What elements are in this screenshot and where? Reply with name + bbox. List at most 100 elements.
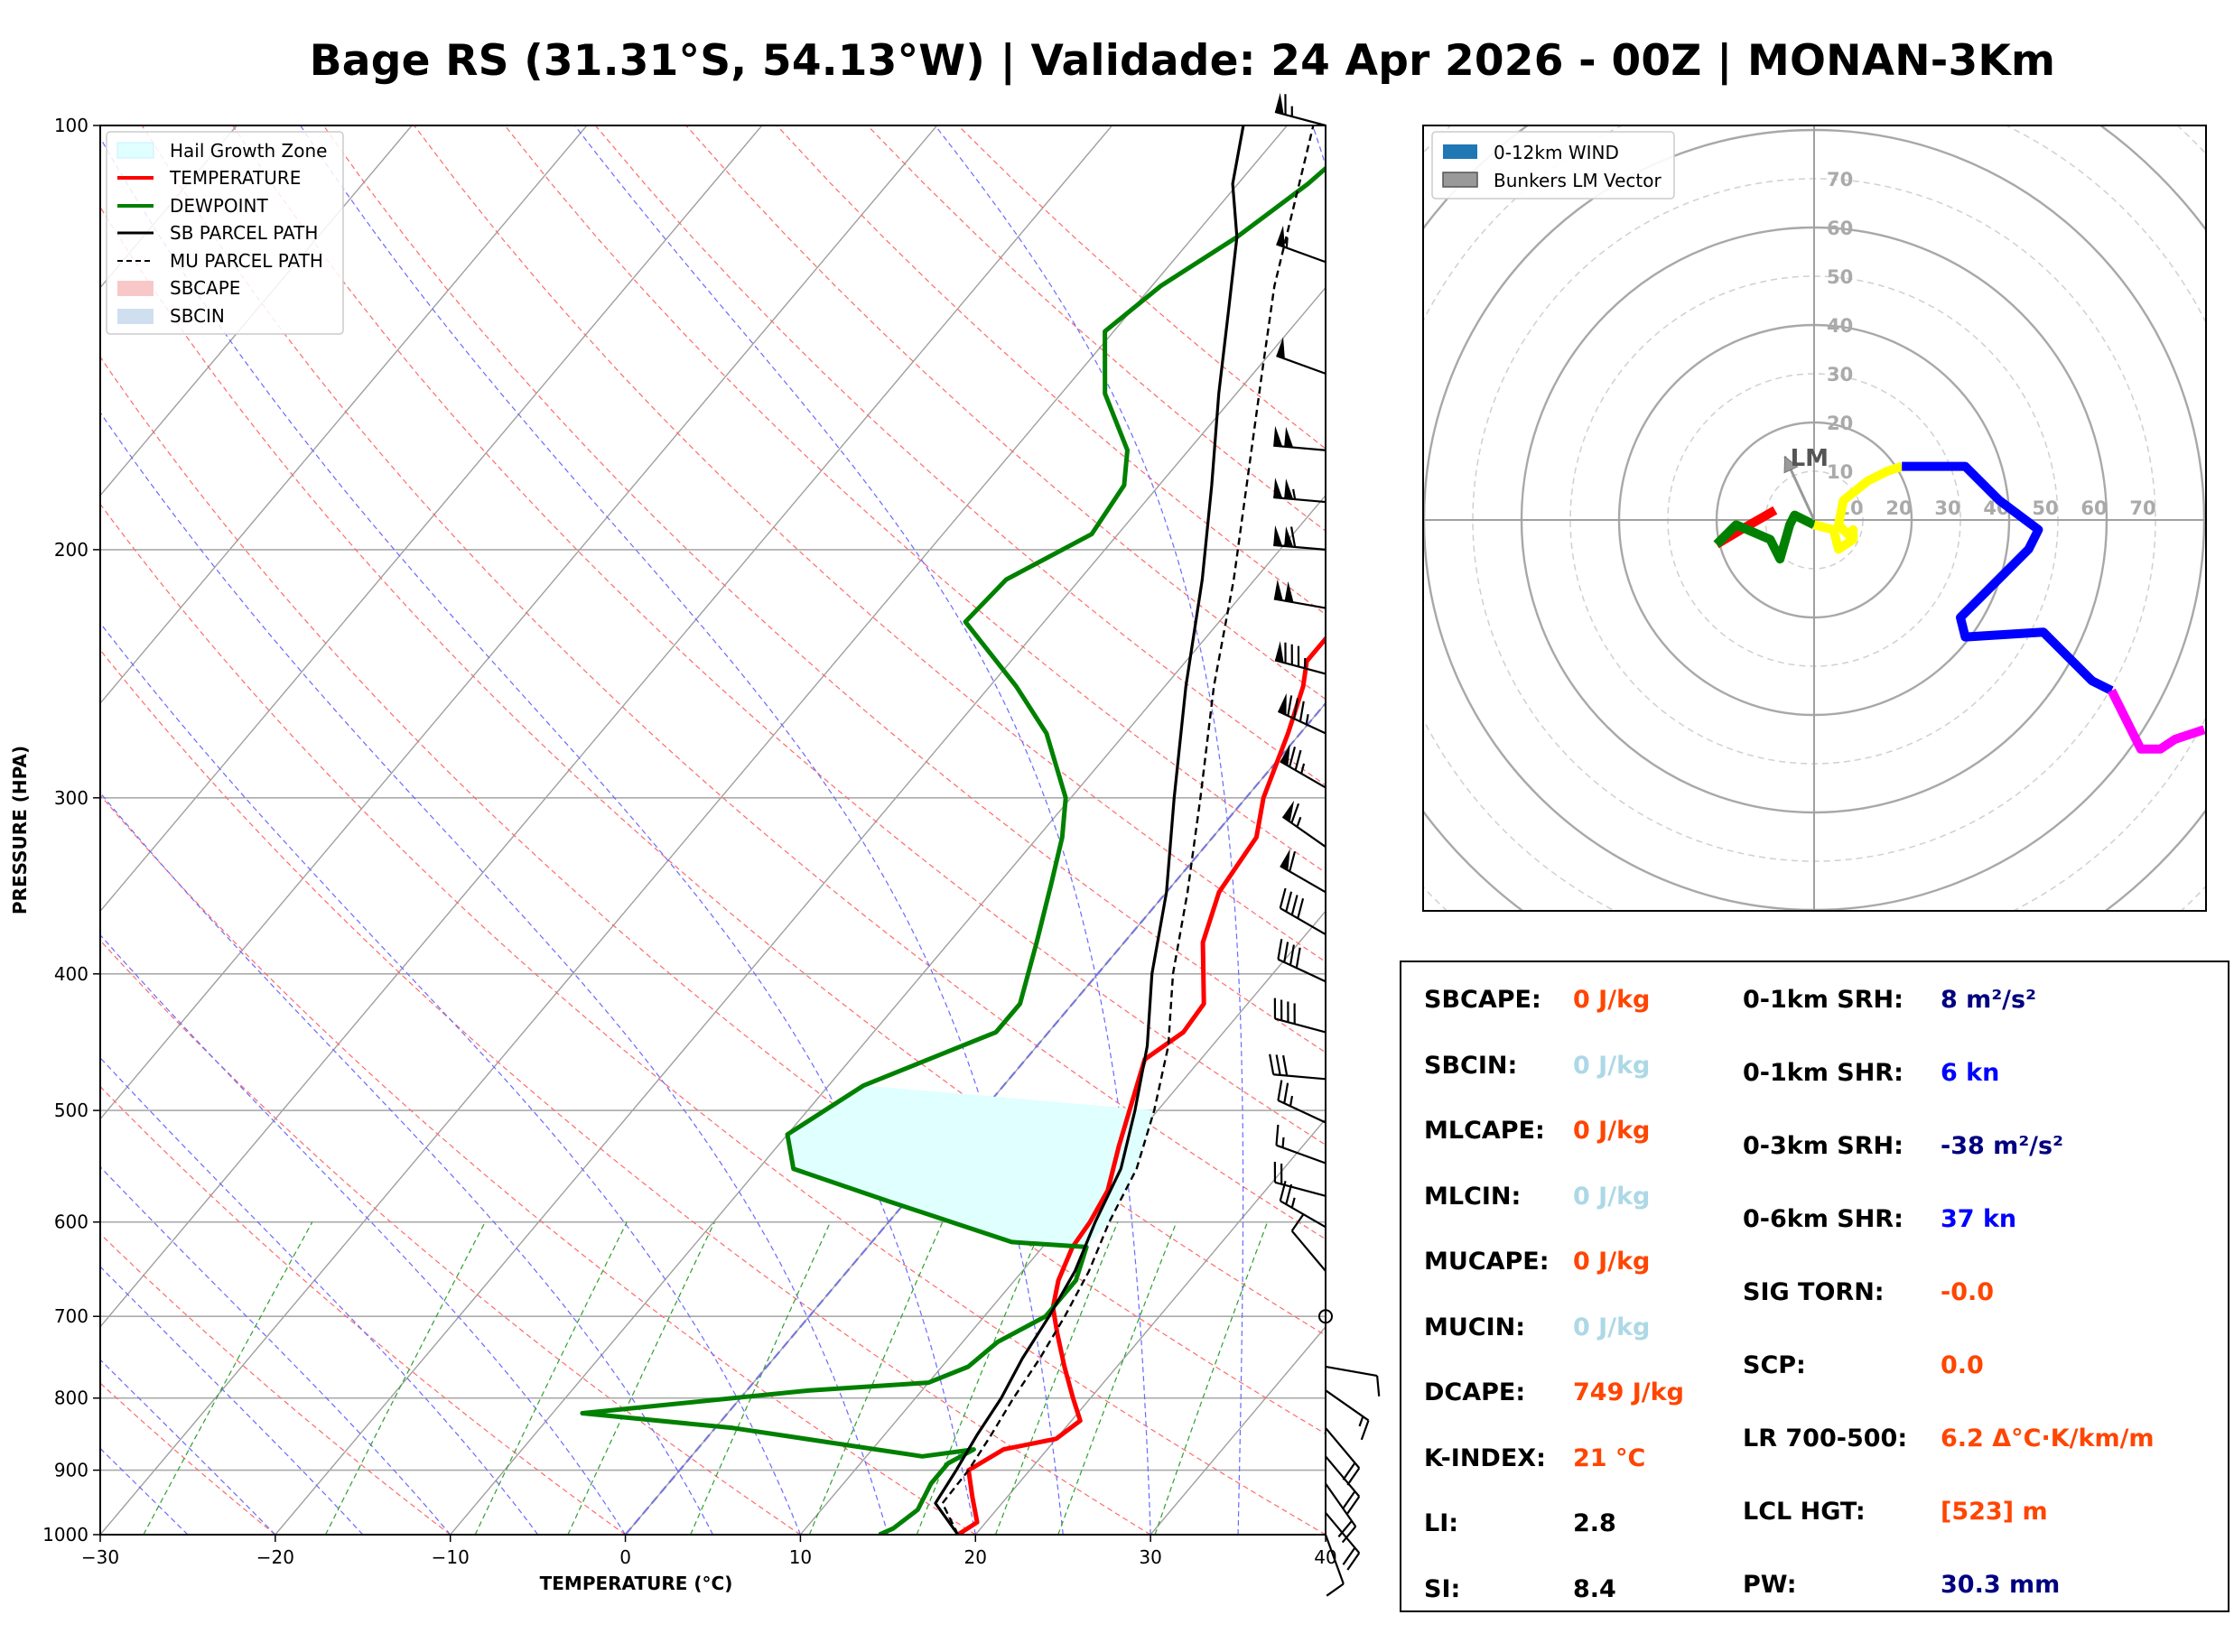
param-value: -0.0	[1941, 1278, 1995, 1306]
param-label: 0-1km SRH:	[1743, 986, 1904, 1014]
legend-swatch-hail	[116, 142, 154, 159]
param-value: 8 m²/s²	[1941, 986, 2036, 1014]
wind-barb	[1281, 800, 1326, 848]
param-value: 0 J/kg	[1573, 1051, 1651, 1080]
skewt-legend: Hail Growth Zone TEMPERATURE DEWPOINT SB…	[106, 131, 344, 335]
x-tick-label: 10	[789, 1546, 812, 1568]
moist-adiabat	[100, 1056, 539, 1535]
hodo-segment	[1713, 510, 1817, 564]
legend-mu-parcel: MU PARCEL PATH	[170, 250, 323, 272]
y-axis-label: PRESSURE (HPA)	[9, 746, 31, 914]
hodo-ring-label: 20	[1885, 497, 1912, 519]
legend-bunkers: Bunkers LM Vector	[1494, 170, 1662, 191]
isotherm	[100, 125, 1113, 1328]
moist-adiabat	[935, 125, 1244, 1535]
param-value: 0 J/kg	[1573, 1117, 1651, 1145]
moist-adiabat	[300, 125, 1064, 1535]
wind-barb	[1277, 939, 1326, 983]
skewt-profiles	[580, 125, 1326, 1535]
y-tick-label: 400	[54, 963, 88, 985]
parameters-panel: SBCAPE: 0 J/kg SBCIN: 0 J/kg MLCAPE: 0 J/kg ML…	[1400, 961, 2229, 1612]
mixing-ratio-line	[324, 1221, 486, 1535]
wind-barb	[1273, 478, 1326, 504]
param-label: 0-6km SHR:	[1743, 1205, 1904, 1233]
hodo-segment	[1902, 461, 2114, 695]
isotherm	[100, 125, 938, 1120]
isotherm	[100, 125, 413, 497]
wind-barb	[1290, 1213, 1326, 1272]
x-axis-label: TEMPERATURE (°C)	[540, 1573, 733, 1594]
legend-temperature: TEMPERATURE	[169, 167, 301, 189]
hail-growth-zone-fill	[787, 1085, 1155, 1248]
dry-adiabat	[504, 125, 1326, 874]
param-label: SI:	[1424, 1574, 1461, 1603]
mixing-ratio-line	[690, 1221, 832, 1535]
y-tick-label: 500	[54, 1100, 88, 1121]
wind-barb	[1279, 1180, 1326, 1229]
wind-barb	[1325, 1482, 1357, 1544]
param-label: 0-3km SRH:	[1743, 1132, 1904, 1160]
wind-barb	[1324, 1534, 1345, 1597]
wind-barb	[1273, 1162, 1326, 1197]
isotherm	[100, 125, 1288, 1535]
hodograph-trace: LM	[1713, 445, 2206, 754]
param-label: MLCIN:	[1424, 1182, 1522, 1211]
wind-barb	[1273, 425, 1326, 451]
wind-barb	[1275, 1124, 1326, 1165]
wind-barb	[1274, 641, 1326, 675]
param-value: 8.4	[1573, 1574, 1616, 1603]
dry-adiabat	[100, 649, 1151, 1535]
mixing-ratio-line	[567, 1221, 715, 1535]
param-label: LR 700-500:	[1743, 1425, 1908, 1452]
wind-barb	[1325, 1455, 1361, 1515]
legend-dewpoint: DEWPOINT	[170, 195, 268, 217]
wind-barb	[1269, 1053, 1326, 1081]
hodo-ring-label: 30	[1934, 497, 1960, 519]
param-value: 0.0	[1941, 1351, 1984, 1379]
wind-barb	[1273, 579, 1326, 609]
isotherm	[799, 910, 1326, 1535]
legend-swatch-sbcape	[117, 281, 154, 296]
y-tick-label: 600	[54, 1211, 88, 1233]
hodo-ring-label: 40	[1827, 315, 1853, 337]
isotherm	[100, 125, 588, 705]
hodo-ring-label: 50	[1827, 266, 1853, 288]
x-tick-label: −20	[256, 1546, 294, 1568]
legend-hail: Hail Growth Zone	[170, 140, 327, 162]
isotherm	[275, 286, 1326, 1535]
hodo-ring-label: 20	[1827, 413, 1853, 434]
wind-barb	[1325, 1427, 1361, 1486]
legend-swatch-wind	[1443, 144, 1477, 159]
hodo-segment	[2107, 688, 2206, 754]
moist-adiabat	[100, 622, 801, 1535]
param-value: 37 kn	[1941, 1205, 2017, 1233]
y-tick-label: 100	[54, 115, 88, 136]
x-tick-label: 0	[619, 1546, 631, 1568]
wind-barb	[1274, 92, 1326, 127]
hodo-ring-label: 30	[1827, 364, 1853, 385]
legend-wind: 0-12km WIND	[1494, 142, 1619, 163]
param-label: K-INDEX:	[1424, 1443, 1546, 1472]
isotherm	[100, 125, 237, 289]
x-tick-label: −30	[81, 1546, 119, 1568]
mixing-ratio-line	[474, 1221, 628, 1535]
series-dewpoint	[580, 165, 1326, 1535]
param-label: LCL HGT:	[1743, 1498, 1866, 1526]
hail-growth-zone	[787, 1085, 1155, 1248]
moist-adiabat	[100, 933, 627, 1535]
wind-barb	[1273, 998, 1326, 1034]
param-label: LI:	[1424, 1509, 1459, 1537]
mixing-ratio-line	[808, 1221, 944, 1535]
wind-barb	[1280, 744, 1326, 789]
param-label: MUCAPE:	[1424, 1248, 1550, 1276]
wind-barb	[1277, 1080, 1326, 1124]
param-label: MUCIN:	[1424, 1313, 1526, 1341]
param-value: 0 J/kg	[1573, 986, 1651, 1014]
moist-adiabat	[573, 125, 1151, 1535]
bunkers-lm-label: LM	[1791, 445, 1829, 472]
param-label: DCAPE:	[1424, 1378, 1526, 1406]
moist-adiabat	[100, 792, 714, 1535]
moist-adiabat	[100, 136, 976, 1535]
hodo-ring-label: 60	[2080, 497, 2107, 519]
